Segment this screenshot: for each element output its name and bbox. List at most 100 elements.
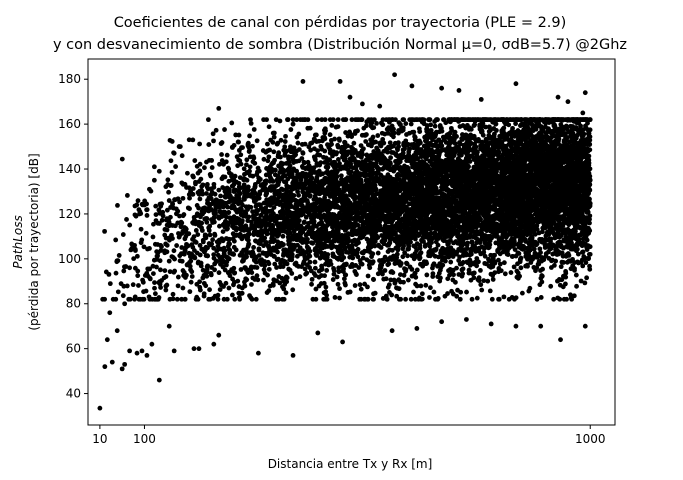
scatter-point [411,243,417,249]
scatter-point [418,283,424,289]
scatter-point [292,197,298,203]
scatter-point [174,243,180,248]
scatter-point [138,240,144,246]
scatter-point [268,231,274,237]
scatter-point [401,117,407,123]
scatter-point [574,283,579,289]
scatter-point [431,261,437,267]
scatter-point [207,287,212,293]
scatter-point [485,278,491,284]
scatter-point [538,268,543,273]
scatter-point [385,149,390,155]
scatter-point [113,237,119,243]
scatter-point [208,272,214,278]
scatter-point [194,203,200,208]
scatter-point [245,218,251,224]
scatter-point [555,295,561,301]
scatter-point [539,279,545,285]
scatter-point [313,296,319,302]
scatter-point [361,146,366,152]
scatter-point [323,284,329,290]
scatter-point [370,296,376,302]
scatter-point [309,276,315,282]
scatter-point [313,273,318,278]
scatter-point [575,251,581,257]
scatter-point [558,264,564,270]
scatter-point [153,203,159,209]
scatter-point [476,275,482,281]
scatter-point [388,155,393,161]
scatter-point [157,221,162,226]
scatter-point [219,152,224,157]
scatter-point [392,140,398,146]
scatter-point [481,278,487,284]
scatter-point [230,276,235,282]
scatter-point [424,272,430,278]
scatter-point [464,289,469,295]
scatter-point [238,267,244,272]
scatter-point [210,131,216,137]
scatter-point [494,128,499,133]
scatter-point [211,245,217,251]
scatter-point [221,161,226,167]
scatter-point [336,265,342,271]
scatter-point [342,140,348,145]
scatter-point [501,294,507,300]
scatter-point [159,217,165,223]
scatter-point [193,228,199,233]
scatter-point [136,207,142,213]
scatter-point [189,274,195,279]
scatter-point [487,233,493,239]
scatter-point [332,136,337,142]
scatter-point [136,283,141,288]
scatter-point [266,124,272,130]
scatter-point [480,132,486,138]
scatter-point [244,162,249,168]
scatter-point [248,121,254,126]
scatter-point [282,139,288,144]
scatter-point [278,137,284,143]
scatter-point [389,257,395,262]
scatter-point [158,267,163,273]
scatter-point [300,165,306,170]
scatter-point [563,269,569,274]
scatter-point [478,268,483,273]
scatter-point [427,117,433,123]
scatter-point [412,271,418,277]
scatter-point [354,272,359,277]
scatter-point [445,276,451,282]
scatter-point [483,124,489,130]
scatter-point [232,296,238,302]
scatter-point [132,203,138,209]
scatter-point [261,267,267,273]
scatter-point [236,184,242,190]
scatter-point [218,193,223,199]
scatter-point [348,264,353,270]
scatter-point [289,271,295,276]
scatter-point [226,285,232,291]
scatter-point [284,279,290,285]
scatter-point [162,227,168,232]
scatter-point [216,187,222,193]
scatter-point [448,125,454,131]
scatter-point [190,137,196,143]
scatter-point [411,289,416,295]
scatter-point [231,282,236,288]
scatter-point [511,264,517,270]
scatter-point [396,286,402,292]
scatter-point [432,123,438,129]
scatter-point [546,249,551,255]
scatter-point [187,289,193,295]
scatter-point [275,239,281,245]
scatter-point [371,277,376,282]
scatter-point [179,245,185,250]
scatter-point [512,247,518,252]
scatter-point [334,274,340,280]
scatter-point [197,252,203,258]
scatter-point [362,132,367,138]
scatter-point [352,283,358,288]
scatter-point [241,182,247,188]
chart-title-line-2: y con desvanecimiento de sombra (Distrib… [53,37,627,53]
scatter-point [279,242,285,248]
scatter-point [385,262,391,268]
